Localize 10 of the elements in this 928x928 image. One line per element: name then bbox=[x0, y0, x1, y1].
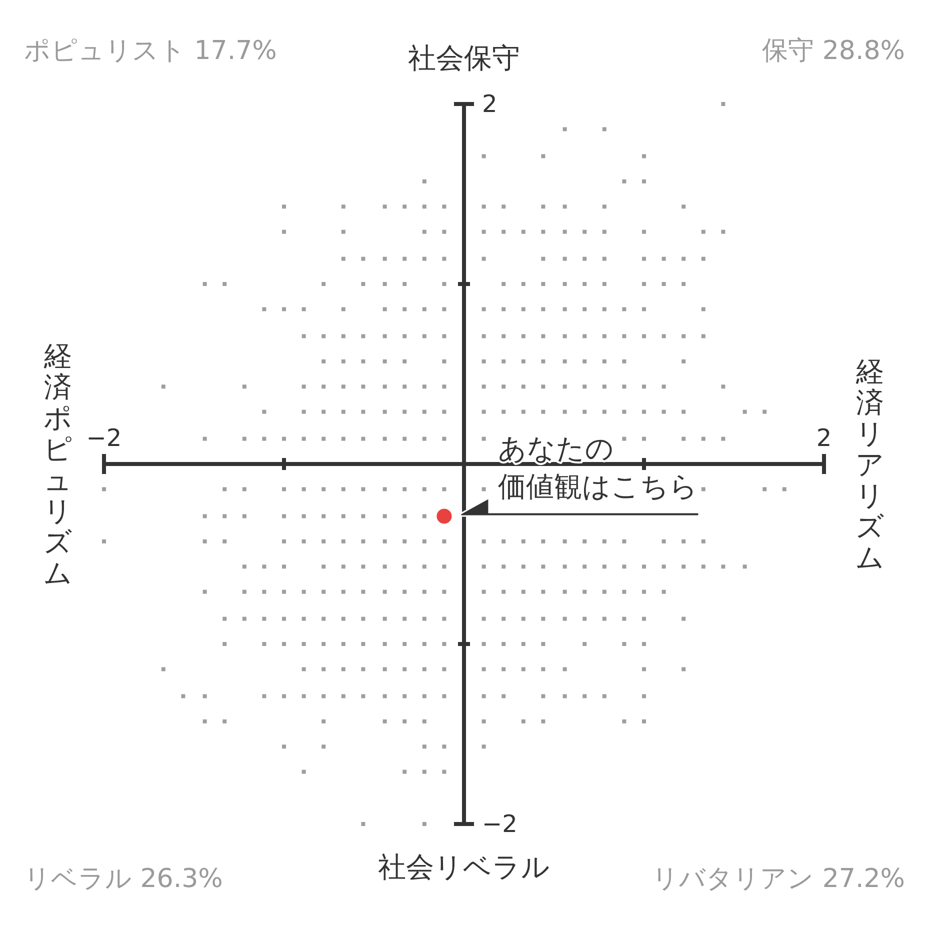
text: リバタリアン 27.2% bbox=[652, 864, 905, 894]
annotation: 価値観はこちら bbox=[498, 470, 698, 504]
text: 保守 28.8% bbox=[762, 36, 905, 66]
text: 経済リアリズム bbox=[855, 354, 884, 574]
annotation: あなたの bbox=[498, 432, 614, 466]
text: 経済ポピュリズム bbox=[43, 339, 72, 589]
text: 社会保守 bbox=[408, 42, 520, 74]
text: ポピュリスト 17.7% bbox=[24, 36, 277, 66]
text: 社会リベラル bbox=[378, 850, 550, 884]
text: リベラル 26.3% bbox=[24, 864, 223, 894]
